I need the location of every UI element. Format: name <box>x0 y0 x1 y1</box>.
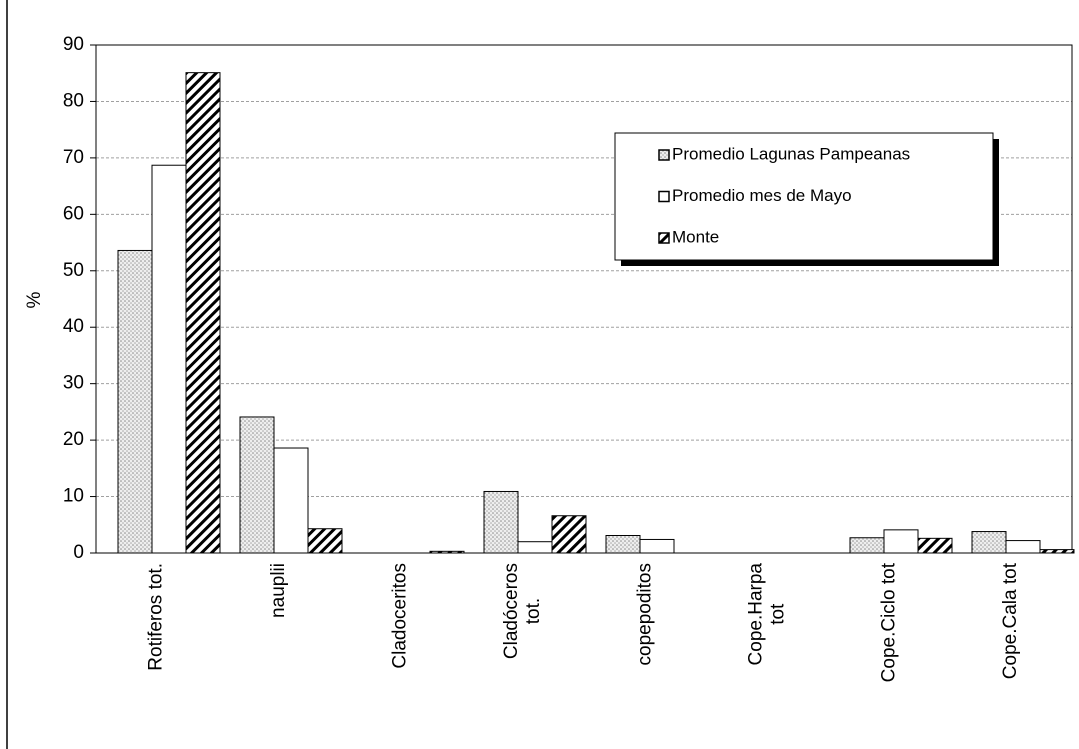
y-tick-label: 90 <box>63 34 84 55</box>
bar <box>151 164 187 554</box>
y-tick-label: 70 <box>63 147 84 168</box>
bar <box>185 72 221 554</box>
bar <box>273 447 309 554</box>
bar <box>605 535 641 554</box>
legend-swatch <box>658 190 670 203</box>
bar <box>551 515 587 554</box>
bar <box>1005 540 1041 554</box>
y-tick-label: 10 <box>63 486 84 507</box>
legend-swatch <box>658 149 670 161</box>
y-tick-label: 80 <box>63 90 84 111</box>
legend-box <box>614 132 994 261</box>
x-tick-label: copepoditos <box>634 563 656 666</box>
bar <box>1039 549 1075 554</box>
x-tick-label: Cladoceritos <box>389 563 411 669</box>
x-tick-label: Rotiferos tot. <box>145 563 167 671</box>
y-tick-label: 0 <box>73 542 84 563</box>
y-tick-label: 60 <box>63 203 84 224</box>
legend-label: Promedio mes de Mayo <box>672 186 852 205</box>
bar <box>307 528 343 554</box>
y-tick-label: 20 <box>63 429 84 450</box>
x-tick-label: Cladóceros tot. <box>501 563 545 660</box>
y-axis-label: % <box>24 291 45 308</box>
bar <box>849 537 885 554</box>
legend-swatch <box>658 232 670 244</box>
y-tick-label: 40 <box>63 316 84 337</box>
x-tick-label: Cope.Ciclo tot <box>878 563 900 683</box>
bar <box>639 538 675 554</box>
bar <box>239 416 275 554</box>
legend-label: Promedio Lagunas Pampeanas <box>672 144 910 163</box>
bar <box>517 541 553 554</box>
y-tick-label: 50 <box>63 260 84 281</box>
bar <box>117 249 153 554</box>
x-tick-label: Cope.Cala tot <box>1000 563 1022 680</box>
bar <box>483 490 519 554</box>
y-tick-label: 30 <box>63 373 84 394</box>
x-tick-label: Cope.Harpa tot <box>745 563 789 666</box>
legend-label: Monte <box>672 227 719 246</box>
bar <box>971 531 1007 554</box>
x-tick-label: nauplii <box>267 563 289 618</box>
bar <box>917 537 953 554</box>
bar <box>883 529 919 554</box>
